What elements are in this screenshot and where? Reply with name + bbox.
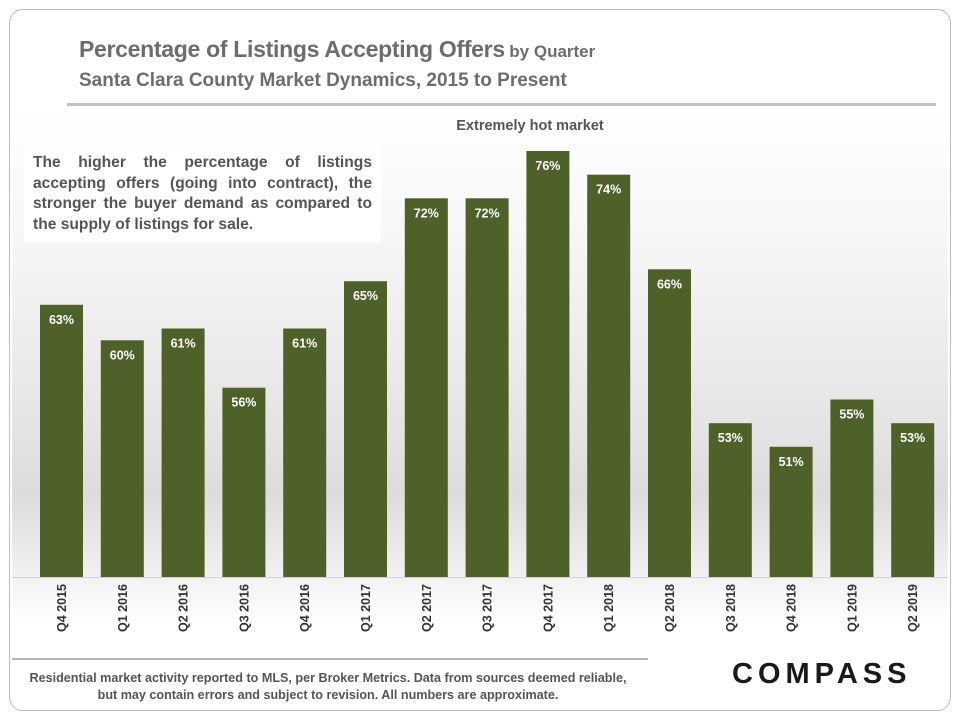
chart-title-suffix: by Quarter (509, 42, 596, 61)
x-tick-label: Q1 2019 (845, 584, 859, 632)
bar-q2-2018 (648, 269, 691, 577)
x-tick-label: Q1 2016 (116, 584, 130, 632)
x-tick-label: Q3 2017 (481, 584, 495, 632)
bar-value-label: 53% (900, 431, 925, 445)
x-tick-label: Q1 2017 (359, 584, 373, 632)
bar-value-label: 53% (718, 431, 743, 445)
title-divider (67, 103, 936, 106)
bar-value-label: 61% (292, 337, 317, 351)
compass-logo: COMPASS (732, 658, 912, 690)
bar-q4-2018 (769, 446, 813, 577)
bar-value-label: 74% (596, 183, 621, 197)
title-block: Percentage of Listings Accepting Offers … (79, 36, 595, 63)
bar-q1-2016 (100, 340, 144, 577)
hot-market-label: Extremely hot market (456, 118, 604, 134)
bar-value-label: 76% (535, 159, 560, 173)
bar-q2-2016 (161, 328, 205, 577)
bar-q1-2019 (830, 399, 874, 577)
bar-q4-2015 (40, 304, 83, 577)
bar-q1-2017 (344, 281, 387, 577)
x-tick-label: Q4 2017 (541, 584, 555, 632)
bar-value-label: 72% (414, 206, 439, 220)
bar-q4-2016 (283, 328, 327, 577)
annotation-box: The higher the percentage of listings ac… (24, 146, 381, 242)
footer-divider (12, 658, 648, 660)
bar-value-label: 60% (110, 348, 135, 362)
bar-value-label: 66% (657, 277, 682, 291)
bar-value-label: 61% (171, 337, 196, 351)
bar-q3-2016 (222, 387, 266, 577)
bar-q4-2017 (526, 151, 570, 577)
bar-value-label: 63% (49, 313, 74, 327)
bar-q1-2018 (587, 174, 631, 577)
x-tick-label: Q2 2018 (663, 584, 677, 632)
bar-q2-2019 (891, 423, 935, 577)
x-tick-label: Q3 2018 (724, 584, 738, 632)
x-tick-label: Q2 2017 (420, 584, 434, 632)
chart-title: Percentage of Listings Accepting Offers (79, 36, 505, 62)
x-tick-label: Q2 2019 (906, 584, 920, 632)
bar-value-label: 56% (231, 396, 256, 410)
bar-q3-2017 (465, 198, 509, 578)
bar-value-label: 72% (475, 206, 500, 220)
x-tick-label: Q4 2015 (55, 584, 69, 632)
x-tick-label: Q2 2016 (177, 584, 191, 632)
bar-q2-2017 (404, 198, 448, 578)
bar-q3-2018 (708, 423, 752, 577)
bar-value-label: 55% (839, 408, 864, 422)
chart-subtitle: Santa Clara County Market Dynamics, 2015… (79, 70, 567, 91)
x-tick-label: Q1 2018 (602, 584, 616, 632)
bar-value-label: 51% (779, 455, 804, 469)
footer-disclaimer: Residential market activity reported to … (29, 671, 627, 702)
x-tick-label: Q4 2018 (785, 584, 799, 632)
x-tick-label: Q3 2016 (237, 584, 251, 632)
x-tick-label: Q4 2016 (298, 584, 312, 632)
bar-value-label: 65% (353, 289, 378, 303)
